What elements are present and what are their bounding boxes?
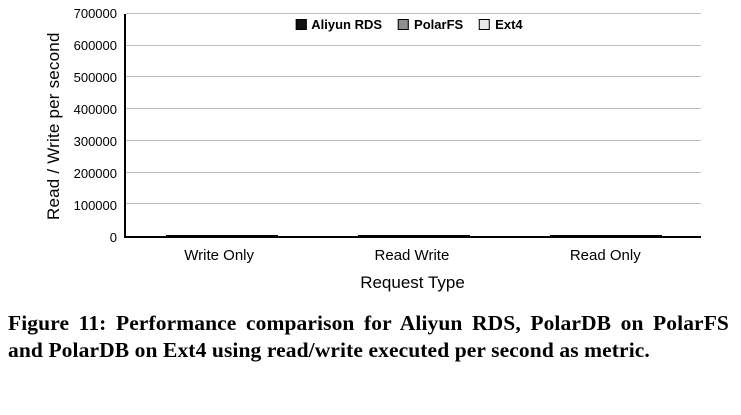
legend-item-polarfs: PolarFS [398,17,463,32]
legend-swatch-icon [479,19,491,30]
y-tick-label: 400000 [73,102,117,118]
legend-label: Aliyun RDS [311,17,383,32]
legend-label: Ext4 [495,17,523,32]
y-axis-title: Read / Write per second [44,32,63,220]
gridline [126,139,701,141]
y-tick-label: 700000 [73,6,117,21]
bar-group-read-write [357,235,470,236]
gridline [126,203,701,205]
bar-aliyun-rds [166,235,205,236]
y-tick-label: 0 [109,230,117,245]
plot-area: Aliyun RDS PolarFS Ext4 [124,13,701,238]
y-axis-ticks: 0 100000 200000 300000 400000 500000 600000 700… [68,6,124,245]
x-axis-ticks: Write Only Read Write Read Only [124,247,701,264]
gridline [126,44,701,46]
legend-item-aliyun-rds: Aliyun RDS [295,17,382,32]
legend-label: PolarFS [414,17,464,32]
bar-polarfs [203,235,242,236]
bar-polarfs [586,235,625,236]
legend-swatch-icon [398,19,410,30]
bar-ext4 [623,235,662,236]
bars-layer [126,14,701,236]
y-tick-label: 500000 [73,70,117,85]
gridline [126,76,701,78]
y-tick-label: 600000 [73,38,117,53]
bar-group-read-only [549,235,662,236]
y-tick-label: 100000 [73,198,117,214]
legend-swatch-icon [295,19,307,30]
bar-group-write-only [166,235,279,236]
bar-ext4 [240,235,279,236]
x-tick-label: Write Only [184,247,254,264]
legend: Aliyun RDS PolarFS Ext4 [295,17,523,32]
y-tick-label: 300000 [73,134,117,149]
bar-aliyun-rds [357,235,396,236]
figure-caption: Figure 11: Performance comparison for Al… [8,311,729,363]
gridline [126,13,701,14]
bar-polarfs [394,235,433,236]
gridline [126,171,701,173]
bar-chart: Read / Write per second 0 100000 200000 300… [44,6,701,293]
x-axis-title: Request Type [360,273,465,292]
bar-ext4 [431,235,470,236]
x-tick-label: Read Write [374,247,450,264]
bar-aliyun-rds [549,235,588,236]
x-tick-label: Read Only [569,247,641,264]
plot-column: Aliyun RDS PolarFS Ext4 Write Only Read Wri… [124,13,701,293]
gridline [126,108,701,110]
y-tick-label: 200000 [73,166,117,182]
legend-item-ext4: Ext4 [479,17,523,32]
